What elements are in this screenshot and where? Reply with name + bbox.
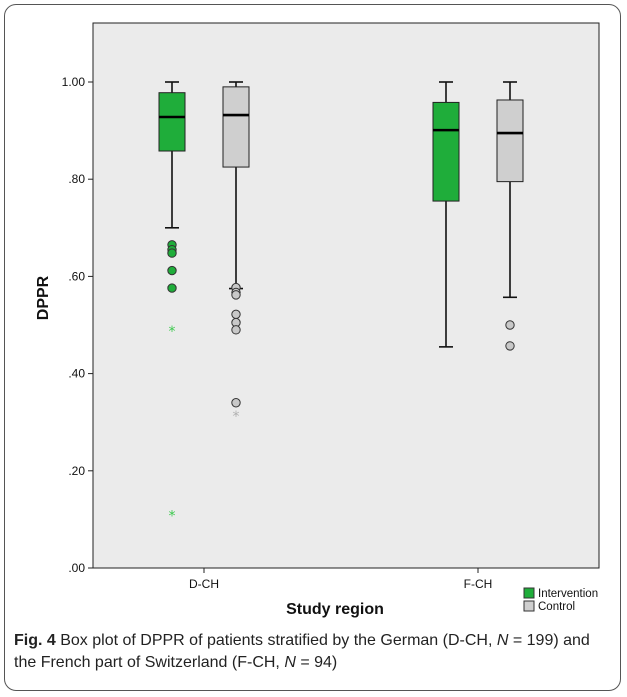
outlier-point [231, 309, 241, 320]
extreme-star: * [169, 324, 176, 340]
box-series: *** [158, 81, 524, 525]
caption-text-2: = 199) and the French part of Switzerlan… [14, 632, 590, 671]
figure-caption: Fig. 4 Box plot of DPPR of patients stra… [14, 630, 614, 674]
caption-n-symbol-1: N [496, 632, 509, 649]
y-axis: .00 .20 .40 .60 .80 1.00 [62, 23, 94, 575]
legend-swatch [523, 587, 535, 599]
x-axis-title: Study region [286, 601, 384, 618]
y-tick-label: .00 [68, 561, 85, 575]
iqr-box [222, 86, 250, 168]
y-axis-title: DPPR [35, 275, 52, 320]
extreme-star: * [233, 409, 240, 425]
caption-text-3: = 94) [295, 654, 338, 671]
extreme-star: * [169, 509, 176, 525]
legend-swatch [523, 600, 535, 612]
caption-text-1: Box plot of DPPR of patients stratified … [55, 632, 497, 649]
box-d-ch-control: * [222, 81, 250, 425]
iqr-box [158, 92, 186, 152]
box-d-ch-intervention: ** [158, 81, 186, 525]
outlier-point [505, 320, 515, 330]
iqr-box [496, 99, 524, 183]
legend-label: Intervention [538, 588, 598, 600]
outlier-point [505, 341, 515, 351]
outlier-point [231, 290, 241, 300]
outlier-point [167, 283, 177, 293]
y-tick-label: .40 [68, 367, 85, 381]
y-tick-label: .20 [68, 464, 85, 478]
outlier-point [231, 325, 241, 335]
legend-label: Control [538, 601, 575, 613]
outlier-point [231, 398, 241, 408]
x-tick-label: F-CH [464, 577, 493, 591]
x-axis: D-CH F-CH [189, 568, 492, 591]
figure-label: Fig. 4 [14, 632, 56, 649]
y-tick-label: .80 [68, 172, 85, 186]
y-tick-label: .60 [68, 269, 85, 283]
y-tick-label: 1.00 [62, 75, 86, 89]
outlier-point [167, 248, 177, 258]
box-f-ch-control [496, 81, 524, 351]
caption-n-symbol-2: N [284, 654, 296, 671]
box-plot-chart: .00.20.40.60.801.00 D-CH F-CH *** DPPR St… [35, 22, 600, 618]
iqr-box [432, 101, 460, 202]
x-tick-label: D-CH [189, 577, 219, 591]
outlier-point [167, 265, 177, 276]
box-f-ch-intervention [432, 81, 460, 348]
